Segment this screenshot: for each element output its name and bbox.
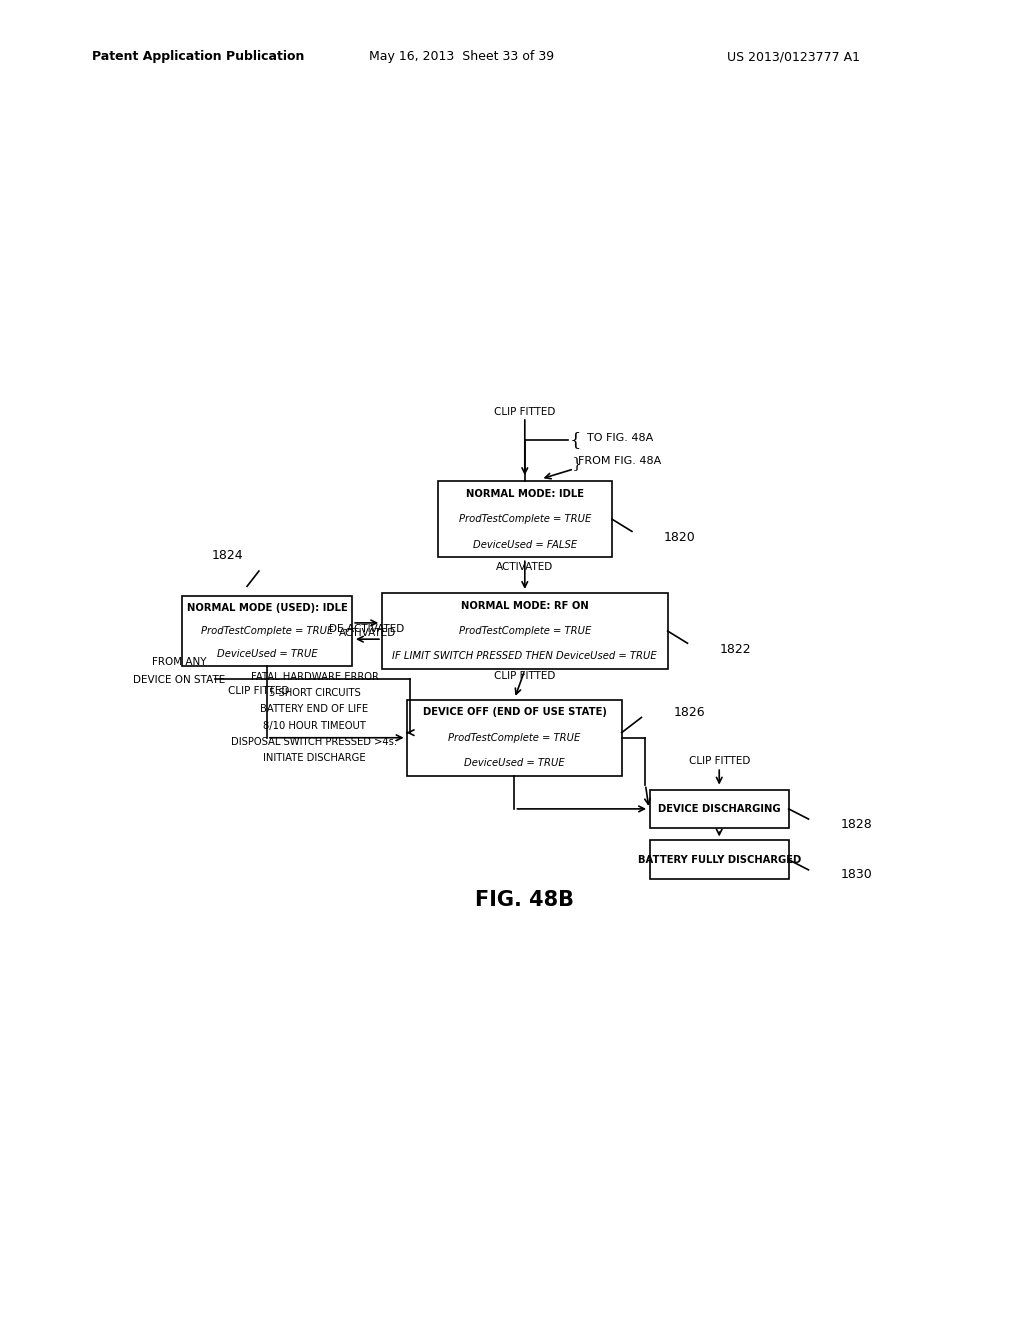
Text: 1828: 1828 xyxy=(841,817,872,830)
Text: FIG. 48B: FIG. 48B xyxy=(475,891,574,911)
Text: NORMAL MODE: RF ON: NORMAL MODE: RF ON xyxy=(461,601,589,611)
Text: CLIP FITTED: CLIP FITTED xyxy=(495,407,555,417)
Text: INITIATE DISCHARGE: INITIATE DISCHARGE xyxy=(263,754,366,763)
Text: IF LIMIT SWITCH PRESSED THEN DeviceUsed = TRUE: IF LIMIT SWITCH PRESSED THEN DeviceUsed … xyxy=(392,652,657,661)
Text: BATTERY FULLY DISCHARGED: BATTERY FULLY DISCHARGED xyxy=(638,855,801,865)
Text: 1820: 1820 xyxy=(664,531,695,544)
Text: CLIP FITTED: CLIP FITTED xyxy=(495,672,555,681)
Text: 1822: 1822 xyxy=(719,643,751,656)
Text: ProdTestComplete = TRUE: ProdTestComplete = TRUE xyxy=(449,733,581,743)
Text: ProdTestComplete = TRUE: ProdTestComplete = TRUE xyxy=(201,626,333,636)
Text: 1826: 1826 xyxy=(673,706,705,719)
Text: CLIP FITTED: CLIP FITTED xyxy=(228,686,290,696)
Text: {: { xyxy=(569,432,581,449)
Text: DISPOSAL SWITCH PRESSED >4s:: DISPOSAL SWITCH PRESSED >4s: xyxy=(231,737,397,747)
Text: NORMAL MODE: IDLE: NORMAL MODE: IDLE xyxy=(466,488,584,499)
Text: FROM ANY: FROM ANY xyxy=(153,656,207,667)
Text: DEVICE ON STATE: DEVICE ON STATE xyxy=(133,675,225,685)
Text: May 16, 2013  Sheet 33 of 39: May 16, 2013 Sheet 33 of 39 xyxy=(369,50,554,63)
Text: 8/10 HOUR TIMEOUT: 8/10 HOUR TIMEOUT xyxy=(263,721,366,730)
Text: NORMAL MODE (USED): IDLE: NORMAL MODE (USED): IDLE xyxy=(186,603,347,612)
Text: TO FIG. 48A: TO FIG. 48A xyxy=(587,433,653,444)
FancyBboxPatch shape xyxy=(650,789,788,828)
Text: ACTIVATED: ACTIVATED xyxy=(497,562,553,572)
Text: BATTERY END OF LIFE: BATTERY END OF LIFE xyxy=(260,705,369,714)
Text: FATAL HARDWARE ERROR: FATAL HARDWARE ERROR xyxy=(251,672,379,681)
Text: DeviceUsed = TRUE: DeviceUsed = TRUE xyxy=(216,649,317,659)
Text: Patent Application Publication: Patent Application Publication xyxy=(92,50,304,63)
FancyBboxPatch shape xyxy=(181,597,352,665)
FancyBboxPatch shape xyxy=(437,480,612,557)
Text: ProdTestComplete = TRUE: ProdTestComplete = TRUE xyxy=(459,515,591,524)
Text: ProdTestComplete = TRUE: ProdTestComplete = TRUE xyxy=(459,626,591,636)
Text: 5 SHORT CIRCUITS: 5 SHORT CIRCUITS xyxy=(268,688,360,698)
Text: {: { xyxy=(569,455,579,470)
FancyBboxPatch shape xyxy=(650,841,788,879)
Text: DeviceUsed = FALSE: DeviceUsed = FALSE xyxy=(473,540,577,549)
Text: ACTIVATED: ACTIVATED xyxy=(339,628,395,638)
Text: CLIP FITTED: CLIP FITTED xyxy=(688,756,750,766)
Text: US 2013/0123777 A1: US 2013/0123777 A1 xyxy=(727,50,860,63)
FancyBboxPatch shape xyxy=(382,593,668,669)
Text: 1830: 1830 xyxy=(841,869,872,882)
Text: DEVICE DISCHARGING: DEVICE DISCHARGING xyxy=(657,804,780,814)
Text: FROM FIG. 48A: FROM FIG. 48A xyxy=(578,455,662,466)
Text: DEVICE OFF (END OF USE STATE): DEVICE OFF (END OF USE STATE) xyxy=(423,708,606,717)
Text: DeviceUsed = TRUE: DeviceUsed = TRUE xyxy=(464,758,565,768)
FancyBboxPatch shape xyxy=(408,700,622,776)
Text: DE-ACTIVATED: DE-ACTIVATED xyxy=(330,624,404,634)
Text: 1824: 1824 xyxy=(211,549,243,562)
